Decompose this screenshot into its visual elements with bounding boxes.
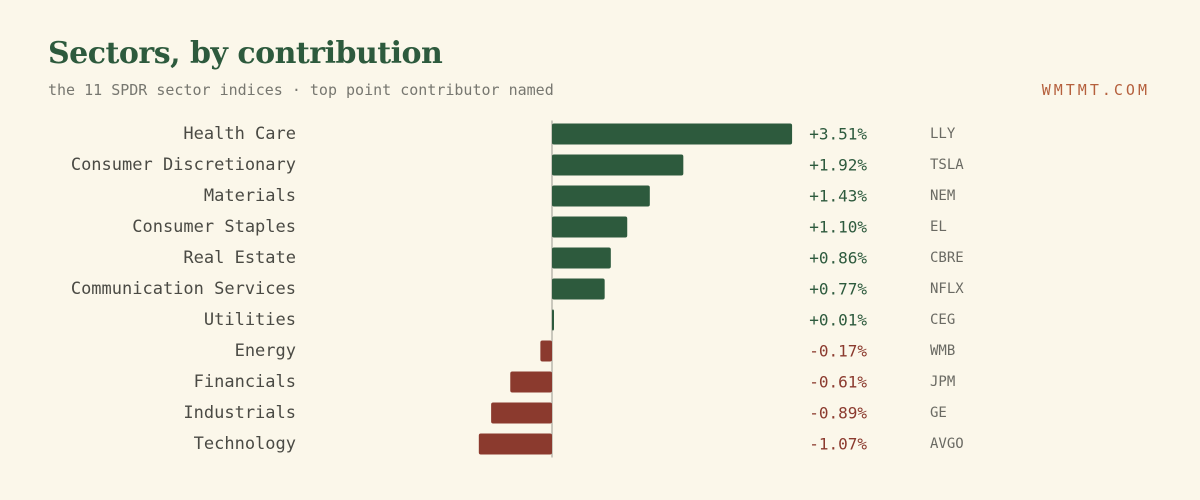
ticker-label: NFLX — [930, 281, 964, 297]
chart-title: Sectors, by contribution — [48, 36, 443, 71]
brand-label: WMTMT.COM — [1041, 81, 1150, 99]
category-label: Real Estate — [183, 248, 296, 268]
category-label: Financials — [194, 372, 296, 392]
ticker-label: TSLA — [930, 157, 964, 173]
category-label: Communication Services — [71, 279, 296, 299]
ticker-label: CBRE — [930, 250, 964, 266]
category-label: Industrials — [183, 403, 296, 423]
value-label: +0.86% — [809, 249, 867, 268]
value-label: +1.10% — [809, 218, 867, 237]
value-label: -0.17% — [809, 342, 867, 361]
value-label: +3.51% — [809, 125, 867, 144]
value-label: +1.92% — [809, 156, 867, 175]
bar — [478, 433, 552, 455]
ticker-label: CEG — [930, 312, 955, 328]
ticker-label: WMB — [930, 343, 955, 359]
bar — [540, 340, 552, 362]
value-label: +1.43% — [809, 187, 867, 206]
ticker-label: LLY — [930, 126, 956, 142]
value-label: +0.01% — [809, 311, 867, 330]
ticker-label: JPM — [930, 374, 955, 390]
bar — [552, 309, 554, 331]
value-label: -1.07% — [809, 435, 867, 454]
ticker-label: EL — [930, 219, 947, 235]
category-label: Consumer Staples — [132, 217, 296, 237]
category-label: Materials — [204, 186, 296, 206]
value-label: -0.61% — [809, 373, 867, 392]
ticker-label: NEM — [930, 188, 955, 204]
bar — [510, 371, 552, 393]
chart-subtitle: the 11 SPDR sector indices · top point c… — [48, 81, 554, 99]
bar — [552, 247, 611, 269]
category-label: Technology — [194, 434, 296, 454]
bar — [552, 123, 793, 145]
bar — [552, 216, 628, 238]
value-label: -0.89% — [809, 404, 867, 423]
bar — [552, 278, 605, 300]
ticker-label: GE — [930, 405, 947, 421]
value-label: +0.77% — [809, 280, 867, 299]
ticker-label: AVGO — [930, 436, 964, 452]
bar — [552, 185, 650, 207]
bar — [491, 402, 552, 424]
category-label: Utilities — [204, 310, 296, 330]
category-label: Consumer Discretionary — [71, 155, 296, 175]
category-label: Health Care — [183, 124, 296, 144]
category-label: Energy — [235, 341, 296, 361]
bar — [552, 154, 684, 176]
